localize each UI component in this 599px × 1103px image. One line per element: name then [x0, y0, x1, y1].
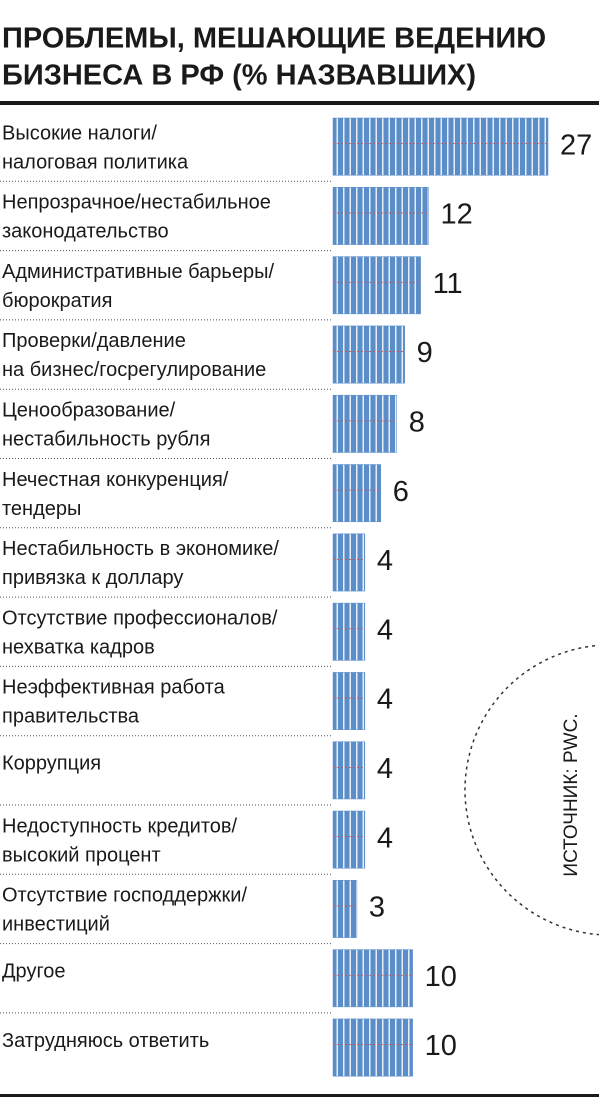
- chart-title: ПРОБЛЕМЫ, МЕШАЮЩИЕ ВЕДЕНИЮ: [2, 23, 546, 55]
- bar: [332, 325, 405, 384]
- category-label: Непрозрачное/нестабильное: [2, 192, 271, 214]
- value-label: 4: [377, 614, 393, 646]
- category-label: Высокие налоги/: [2, 122, 157, 144]
- bar: [332, 394, 397, 453]
- bar: [332, 187, 429, 245]
- category-label: Коррупция: [2, 753, 101, 775]
- title-rule: [0, 101, 599, 105]
- category-label: высокий процент: [2, 844, 161, 866]
- value-label: 4: [377, 822, 393, 854]
- bottom-rule: [0, 1094, 599, 1097]
- bar: [332, 672, 366, 730]
- category-label: инвестиций: [2, 914, 110, 936]
- bar: [332, 117, 549, 176]
- category-label: Отсутствие господдержки/: [2, 885, 247, 907]
- bar: [332, 949, 413, 1008]
- category-label: Другое: [2, 961, 66, 983]
- value-label: 8: [409, 407, 425, 439]
- category-label: налоговая политика: [2, 151, 189, 173]
- bar: [332, 741, 366, 800]
- source-circle: [464, 644, 599, 936]
- bar: [332, 880, 358, 938]
- category-label: нестабильность рубля: [2, 428, 210, 450]
- value-label: 10: [425, 1030, 457, 1062]
- category-label: Административные барьеры/: [2, 261, 274, 283]
- category-label: Нестабильность в экономике/: [2, 538, 279, 560]
- value-label: 11: [433, 268, 463, 300]
- value-label: 12: [441, 199, 473, 231]
- category-label: на бизнес/госрегулирование: [2, 359, 266, 381]
- bar: [332, 1018, 413, 1077]
- category-label: Затрудняюсь ответить: [2, 1030, 209, 1052]
- value-label: 10: [425, 961, 457, 993]
- category-label: Недоступность кредитов/: [2, 815, 238, 837]
- category-label: правительства: [2, 706, 140, 728]
- category-label: Ценообразование/: [2, 399, 176, 421]
- value-label: 4: [377, 684, 393, 716]
- source: ИСТОЧНИК: PWC.: [561, 713, 582, 876]
- bar: [332, 810, 366, 869]
- category-label: привязка к доллару: [2, 567, 183, 589]
- category-label: нехватка кадров: [2, 636, 155, 658]
- category-label: законодательство: [2, 221, 169, 243]
- value-label: 3: [369, 892, 385, 924]
- category-label: тендеры: [2, 498, 81, 520]
- value-label: 27: [560, 129, 592, 161]
- bar: [332, 602, 366, 661]
- chart-title: БИЗНЕСА В РФ (% НАЗВАВШИХ): [2, 60, 476, 92]
- value-label: 4: [377, 753, 393, 785]
- value-label: 4: [377, 545, 393, 577]
- value-label: 6: [393, 476, 409, 508]
- bar: [332, 464, 382, 523]
- category-label: бюрократия: [2, 290, 112, 312]
- bar: [332, 533, 366, 592]
- category-label: Проверки/давление: [2, 330, 186, 352]
- value-label: 9: [417, 337, 433, 369]
- bar: [332, 256, 421, 315]
- category-label: Отсутствие профессионалов/: [2, 607, 278, 629]
- category-label: Нечестная конкуренция/: [2, 469, 229, 491]
- category-label: Неэффективная работа: [2, 677, 226, 699]
